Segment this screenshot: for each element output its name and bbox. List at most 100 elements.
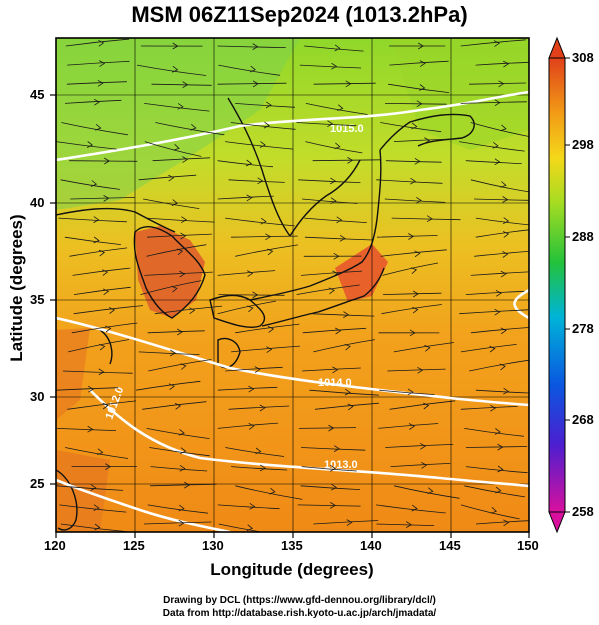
streamline	[73, 286, 131, 295]
streamline-arrowhead	[249, 65, 256, 73]
y-tick-label: 35	[30, 292, 45, 307]
streamline-arrowhead	[419, 442, 426, 450]
streamline	[464, 428, 524, 437]
streamline	[474, 251, 529, 257]
streamline-arrowhead	[189, 307, 196, 315]
streamline-arrowhead	[500, 124, 507, 132]
streamline-arrowhead	[344, 388, 351, 396]
streamline-arrowhead	[419, 84, 426, 91]
streamline	[459, 141, 525, 152]
streamline	[218, 64, 281, 76]
streamline-arrowhead	[333, 252, 340, 260]
y-tick-label: 30	[30, 389, 45, 404]
streamline	[217, 422, 279, 429]
streamline-arrowhead	[497, 465, 504, 473]
streamline	[310, 313, 375, 317]
streamline-arrowhead	[503, 60, 510, 68]
streamline-arrowhead	[87, 385, 94, 393]
streamline-arrowhead	[411, 122, 418, 130]
x-tick-label: 125	[123, 538, 145, 553]
streamline	[304, 45, 364, 52]
streamline	[136, 380, 201, 391]
streamline	[148, 359, 212, 372]
streamline-arrowhead	[178, 429, 185, 436]
streamline-arrowhead	[180, 216, 188, 224]
streamline	[231, 466, 288, 471]
streamline-arrowhead	[490, 404, 497, 412]
streamline	[376, 523, 435, 526]
streamline	[140, 280, 202, 295]
streamline-arrowhead	[343, 311, 350, 318]
streamline	[228, 405, 290, 410]
streamline	[384, 198, 446, 203]
streamline	[474, 198, 529, 201]
streamline	[378, 423, 439, 429]
streamline	[230, 235, 298, 238]
streamline	[302, 367, 361, 372]
streamline	[313, 520, 379, 525]
streamline-arrowhead	[503, 519, 510, 527]
streamline-arrowhead	[182, 81, 189, 88]
streamline	[145, 217, 215, 223]
streamline	[470, 327, 529, 334]
streamline	[313, 339, 375, 353]
streamline-arrowhead	[267, 326, 275, 333]
streamline-arrowhead	[497, 443, 504, 451]
streamline-arrowhead	[267, 248, 274, 256]
streamline	[302, 327, 367, 334]
streamline-arrowhead	[102, 269, 109, 276]
streamline	[235, 244, 298, 257]
streamline-arrowhead	[414, 250, 421, 258]
streamline-arrowhead	[97, 448, 104, 456]
streamline	[382, 292, 442, 295]
streamline	[235, 323, 300, 334]
streamline	[390, 463, 451, 467]
colorbar-scale	[548, 57, 566, 513]
colorbar-tick-label: 268	[572, 412, 594, 427]
streamline-arrowhead	[93, 236, 100, 244]
streamline-arrowhead	[333, 445, 340, 452]
streamline-arrowhead	[108, 307, 116, 314]
streamline	[470, 271, 529, 276]
streamline-arrowhead	[173, 144, 180, 151]
streamline	[389, 400, 456, 410]
streamline	[376, 179, 443, 184]
credits: Drawing by DCL (https://www.gfd-dennou.o…	[0, 594, 599, 620]
streamline	[387, 368, 446, 372]
streamline	[460, 101, 527, 104]
streamline-arrowhead	[332, 366, 339, 374]
streamline-arrowhead	[416, 100, 423, 108]
streamline-arrowhead	[87, 425, 94, 433]
streamline	[67, 400, 137, 410]
streamline	[381, 304, 442, 315]
streamline	[70, 197, 135, 200]
streamline-arrowhead	[414, 157, 421, 165]
streamline-arrowhead	[502, 251, 509, 258]
streamline	[218, 294, 285, 296]
streamline	[69, 247, 128, 257]
streamline-arrowhead	[328, 287, 335, 295]
streamline	[465, 446, 528, 448]
streamline	[61, 122, 128, 136]
streamline	[217, 270, 276, 276]
streamline-arrowhead	[331, 62, 338, 70]
streamline	[380, 122, 442, 133]
streamline	[71, 322, 138, 334]
colorbar-tick-label: 258	[572, 504, 594, 519]
streamline-arrowhead	[266, 346, 273, 353]
streamline-arrowhead	[329, 502, 336, 509]
streamline	[56, 485, 124, 491]
streamline-arrowhead	[329, 464, 336, 472]
streamline	[394, 485, 460, 499]
streamline-arrowhead	[332, 270, 339, 278]
streamline	[301, 466, 357, 472]
streamline-arrowhead	[412, 290, 419, 298]
streamline-arrowhead	[259, 141, 266, 148]
streamline	[304, 217, 367, 223]
streamline-arrowhead	[172, 42, 179, 50]
streamline-arrowhead	[171, 199, 179, 206]
streamline-arrowhead	[424, 344, 431, 352]
streamline-arrowhead	[93, 504, 100, 512]
streamline-arrowhead	[408, 233, 415, 240]
streamline-arrowhead	[423, 402, 430, 410]
